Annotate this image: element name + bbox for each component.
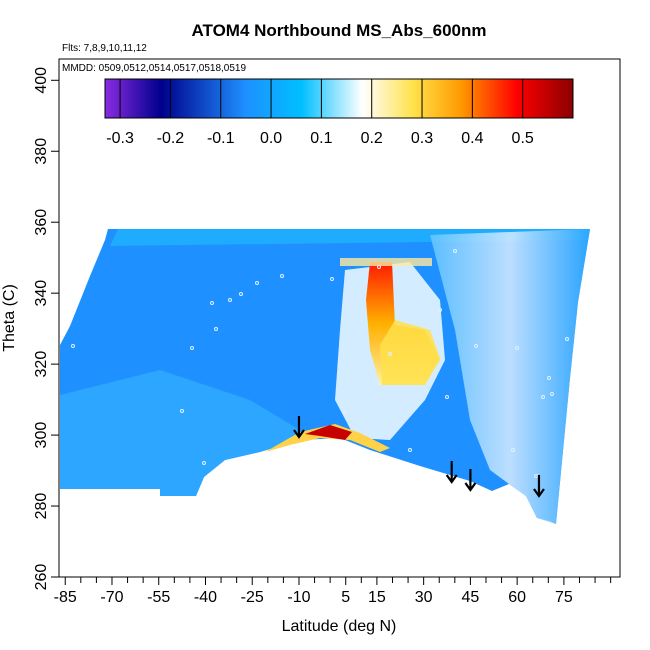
colorbar-tick-label: 0.0 — [260, 130, 282, 147]
sample-point — [474, 344, 478, 348]
sample-point — [550, 392, 554, 396]
colorbar-labels: -0.3 -0.2 -0.1 0.0 0.1 0.2 0.3 0.4 0.5 — [106, 130, 534, 147]
colorbar-gradient — [104, 78, 574, 119]
sample-point — [511, 448, 515, 452]
x-tick-label: -25 — [241, 589, 264, 606]
sample-point — [541, 395, 545, 399]
colorbar: -0.3 -0.2 -0.1 0.0 0.1 0.2 0.3 0.4 0.5 — [104, 78, 574, 147]
colorbar-tick-label: 0.2 — [361, 130, 383, 147]
flights-label: Flts: 7,8,9,10,11,12 — [62, 43, 147, 54]
sample-point — [280, 274, 284, 278]
sample-point — [534, 474, 538, 478]
x-tick-label: 45 — [462, 589, 480, 606]
arrow-head — [464, 482, 477, 492]
y-axis-label: Theta (C) — [1, 284, 18, 352]
colorbar-tick-label: -0.2 — [157, 130, 185, 147]
colorbar-tick-label: 0.3 — [411, 130, 433, 147]
y-tick-label: 400 — [33, 67, 50, 94]
sample-point — [388, 352, 392, 356]
sample-point — [438, 308, 442, 312]
sample-point — [180, 409, 184, 413]
colorbar-tick-label: -0.1 — [207, 130, 235, 147]
x-tick-label: -70 — [100, 589, 123, 606]
y-tick-label: 360 — [33, 209, 50, 236]
sample-point — [547, 376, 551, 380]
y-tick-label: 340 — [33, 280, 50, 307]
sample-point — [214, 327, 218, 331]
y-tick-label: 320 — [33, 351, 50, 378]
field-top-band — [340, 258, 432, 266]
field-cyan-top — [110, 229, 590, 246]
field-cyan-left — [60, 370, 300, 496]
x-tick-label: -85 — [54, 589, 77, 606]
y-tick-label: 280 — [33, 493, 50, 520]
colorbar-tick-label: 0.5 — [512, 130, 534, 147]
field-plume-yellow — [380, 320, 440, 385]
field-low-peak — [305, 425, 352, 440]
x-tick-label: 30 — [415, 589, 433, 606]
sample-point — [210, 301, 214, 305]
sample-point — [377, 265, 381, 269]
sample-point — [228, 298, 232, 302]
sample-point — [71, 344, 75, 348]
y-tick-label: 260 — [33, 564, 50, 591]
x-tick-label: 5 — [341, 589, 350, 606]
sample-point — [515, 346, 519, 350]
arrow-head — [445, 474, 458, 484]
arrow-markers — [293, 416, 545, 498]
sample-point — [445, 395, 449, 399]
sample-point — [408, 448, 412, 452]
colorbar-dividers — [119, 79, 524, 118]
sample-point — [453, 249, 457, 253]
sample-point — [330, 277, 334, 281]
x-axis: -85 -70 -55 -40 -25 -10 5 15 30 45 60 75 — [54, 577, 612, 606]
arrow-head — [533, 488, 545, 498]
x-axis-label: Latitude (deg N) — [282, 618, 397, 635]
field-low-hot-band — [265, 424, 390, 452]
y-axis: 260 280 300 320 340 360 380 400 — [33, 67, 59, 591]
colorbar-tick-label: 0.1 — [310, 130, 332, 147]
x-tick-label: -10 — [287, 589, 310, 606]
sample-point — [190, 346, 194, 350]
colorbar-tick-label: 0.4 — [461, 130, 483, 147]
field-north-light — [430, 229, 590, 524]
x-tick-label: 60 — [508, 589, 526, 606]
sample-point — [343, 410, 347, 414]
sample-point — [239, 292, 243, 296]
heatmap-field — [60, 229, 590, 524]
x-tick-label: -55 — [147, 589, 170, 606]
dates-label: MMDD: 0509,0512,0514,0517,0518,0519 — [62, 63, 246, 74]
plot-frame — [58, 58, 621, 578]
sample-point — [565, 337, 569, 341]
chart-title: ATOM4 Northbound MS_Abs_600nm — [191, 21, 486, 40]
sample-point — [255, 281, 259, 285]
x-tick-label: 75 — [555, 589, 573, 606]
y-tick-label: 300 — [33, 422, 50, 449]
arrow-head — [293, 429, 305, 439]
x-tick-label: -40 — [194, 589, 217, 606]
colorbar-tick-label: -0.3 — [106, 130, 134, 147]
sample-point — [202, 461, 206, 465]
sample-points — [71, 249, 569, 478]
x-tick-label: 15 — [368, 589, 386, 606]
y-tick-label: 380 — [33, 138, 50, 165]
